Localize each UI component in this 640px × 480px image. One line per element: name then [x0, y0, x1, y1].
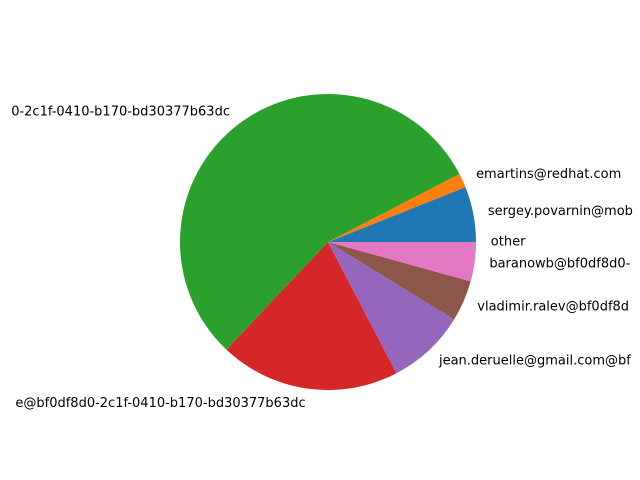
pie-slice-jean-deruelle-gmail-com-bf: [328, 242, 455, 374]
pie-label-0-2c1f-0410-b170-bd30377b63dc: 0-2c1f-0410-b170-bd30377b63dc: [11, 105, 230, 120]
pie-label-e-bf0df8d0-2c1f-0410-b170-bd30377b63dc: e@bf0df8d0-2c1f-0410-b170-bd30377b63dc: [15, 396, 305, 411]
pie-slice-emartins-redhat-com: [328, 173, 466, 242]
pie-slice-sergey-povarnin-mob: [328, 187, 476, 242]
pie-slice-e-bf0df8d0-2c1f-0410-b170-bd30377b63dc: [226, 242, 397, 390]
pie-label-sergey-povarnin-mob: sergey.povarnin@mob: [488, 204, 633, 219]
pie-label-vladimir-ralev-bf0df8d: vladimir.ralev@bf0df8d: [477, 299, 629, 314]
pie-label-jean-deruelle-gmail-com-bf: jean.deruelle@gmail.com@bf: [438, 354, 631, 369]
pie-label-baranowb-bf0df8d0: baranowb@bf0df8d0-: [489, 256, 630, 271]
pie-labels: sergey.povarnin@mob emartins@redhat.com 0-…: [11, 105, 633, 411]
pie-label-emartins-redhat-com: emartins@redhat.com: [476, 167, 621, 182]
pie-label-other: other: [491, 235, 526, 250]
pie-slice-0-2c1f-0410-b170-bd30377b63dc: [180, 94, 460, 350]
pie-slice-baranowb-bf0df8d0: [328, 242, 476, 282]
pie-slice-vladimir-ralev-bf0df8d: [328, 242, 471, 320]
pie-slices: [180, 94, 476, 390]
